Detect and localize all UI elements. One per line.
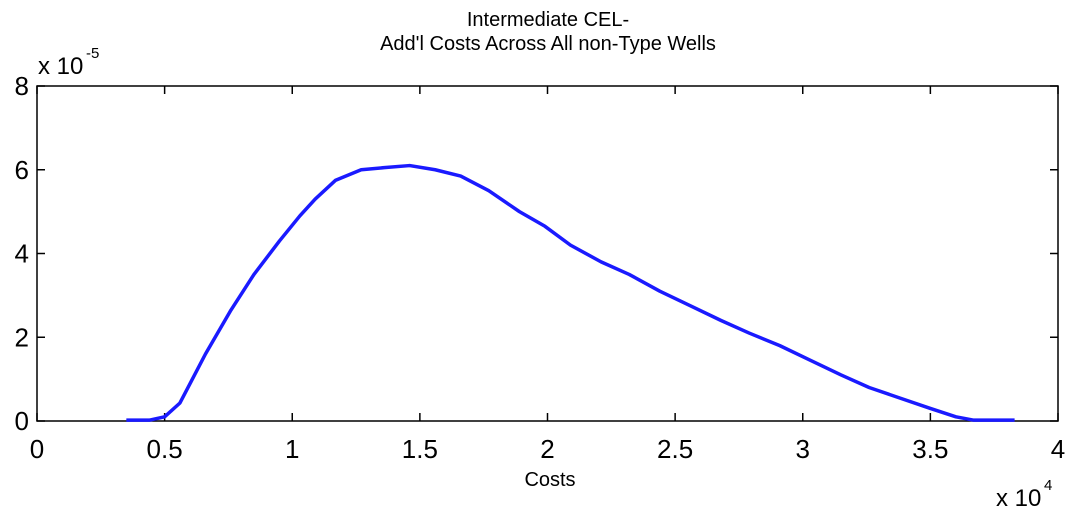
x-axis-label: Costs [524, 469, 575, 491]
y-multiplier: x 10 [38, 53, 83, 80]
y-tick-label: 0 [15, 406, 29, 436]
x-multiplier: x 10 [996, 485, 1041, 512]
y-tick-label: 6 [15, 155, 29, 185]
x-tick-label: 3.5 [912, 434, 948, 464]
x-tick-label: 1 [285, 434, 299, 464]
chart-title: Add'l Costs Across All non-Type Wells [380, 33, 716, 55]
x-tick-label: 0 [30, 434, 44, 464]
x-tick-label: 4 [1051, 434, 1065, 464]
data-line [126, 163, 1015, 422]
y-multiplier-exponent: -5 [86, 45, 99, 62]
x-tick-label: 1.5 [402, 434, 438, 464]
y-tick-label: 4 [15, 239, 29, 269]
y-tick-label: 2 [15, 322, 29, 352]
plot-frame [36, 85, 1059, 422]
x-multiplier-exponent: 4 [1044, 477, 1052, 494]
y-tick-label: 8 [15, 71, 29, 101]
x-tick-label: 0.5 [147, 434, 183, 464]
x-tick-label: 2 [540, 434, 554, 464]
x-tick-label: 2.5 [657, 434, 693, 464]
chart-title: Intermediate CEL- [467, 9, 629, 31]
x-tick-label: 3 [796, 434, 810, 464]
